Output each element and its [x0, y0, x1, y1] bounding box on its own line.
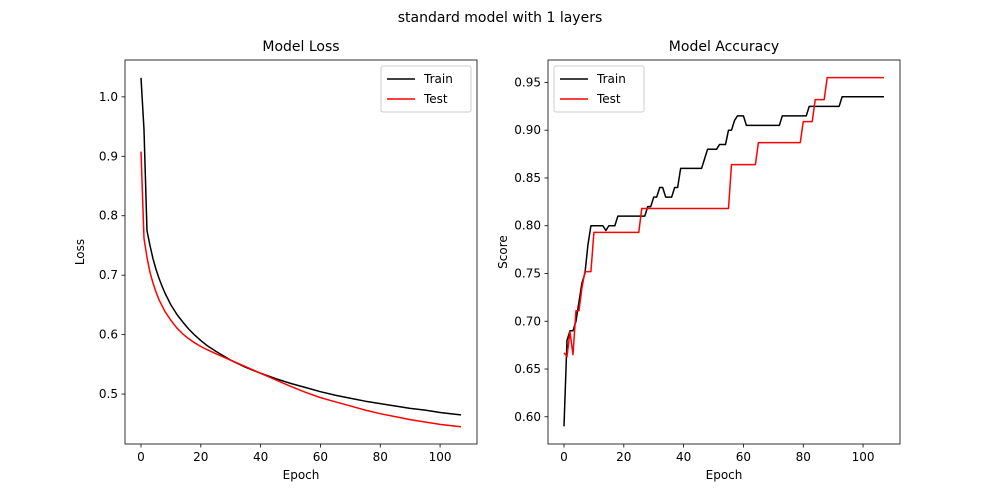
accuracy-xlabel: Epoch: [706, 468, 743, 482]
loss-xtick-label: 40: [253, 450, 268, 464]
accuracy-ytick-label: 0.85: [514, 171, 541, 185]
accuracy-ytick-label: 0.60: [514, 410, 541, 424]
loss-ytick-label: 0.7: [99, 268, 118, 282]
loss-legend: Train Test: [380, 65, 472, 113]
accuracy-xtick-label: 0: [560, 450, 568, 464]
loss-ytick-label: 0.9: [99, 149, 118, 163]
loss-series-test-line: [140, 151, 462, 428]
accuracy-ytick-label: 0.95: [514, 75, 541, 89]
loss-legend-label-train: Train: [423, 72, 453, 86]
loss-xlabel: Epoch: [283, 468, 320, 482]
accuracy-xtick-label: 20: [616, 450, 631, 464]
loss-xtick-label: 60: [313, 450, 328, 464]
accuracy-legend-label-train: Train: [596, 72, 626, 86]
accuracy-legend-label-test: Test: [596, 92, 621, 106]
accuracy-legend: Train Test: [553, 65, 645, 113]
accuracy-series-test-line: [563, 76, 884, 358]
accuracy-ytick-label: 0.65: [514, 362, 541, 376]
loss-series-train-line: [140, 77, 462, 416]
accuracy-chart: Model Accuracy 0 20 40 60 80 100 0.60 0.65 0.70 0.…: [496, 39, 901, 482]
loss-legend-label-test: Test: [423, 92, 448, 106]
accuracy-ytick-label: 0.75: [514, 266, 541, 280]
accuracy-legend-box: [553, 65, 645, 113]
accuracy-xtick-label: 100: [852, 450, 875, 464]
loss-axes-frame: [124, 59, 478, 445]
loss-xtick-label: 20: [193, 450, 208, 464]
accuracy-ytick-label: 0.80: [514, 219, 541, 233]
accuracy-ytick-label: 0.90: [514, 123, 541, 137]
accuracy-axes-frame: [547, 59, 901, 445]
accuracy-title: Model Accuracy: [669, 39, 779, 55]
loss-ytick-label: 0.8: [99, 209, 118, 223]
figure-suptitle: standard model with 1 layers: [398, 10, 603, 26]
loss-ytick-label: 0.6: [99, 328, 118, 342]
accuracy-xtick-label: 80: [796, 450, 811, 464]
accuracy-ylabel: Score: [496, 235, 510, 269]
loss-ytick-label: 0.5: [99, 387, 118, 401]
loss-xtick-label: 0: [137, 450, 145, 464]
loss-ylabel: Loss: [73, 239, 87, 265]
accuracy-ytick-label: 0.70: [514, 314, 541, 328]
loss-legend-box: [380, 65, 472, 113]
loss-xtick-label: 80: [373, 450, 388, 464]
accuracy-xtick-label: 40: [676, 450, 691, 464]
loss-chart: Model Loss 0 20 40 60 80 100 0.5 0.6 0.7 0.8 0.9 1.0…: [73, 39, 478, 482]
accuracy-xtick-label: 60: [736, 450, 751, 464]
loss-title: Model Loss: [262, 39, 339, 55]
accuracy-series-train-line: [563, 96, 884, 427]
loss-ytick-label: 1.0: [99, 90, 118, 104]
loss-xtick-label: 100: [429, 450, 452, 464]
